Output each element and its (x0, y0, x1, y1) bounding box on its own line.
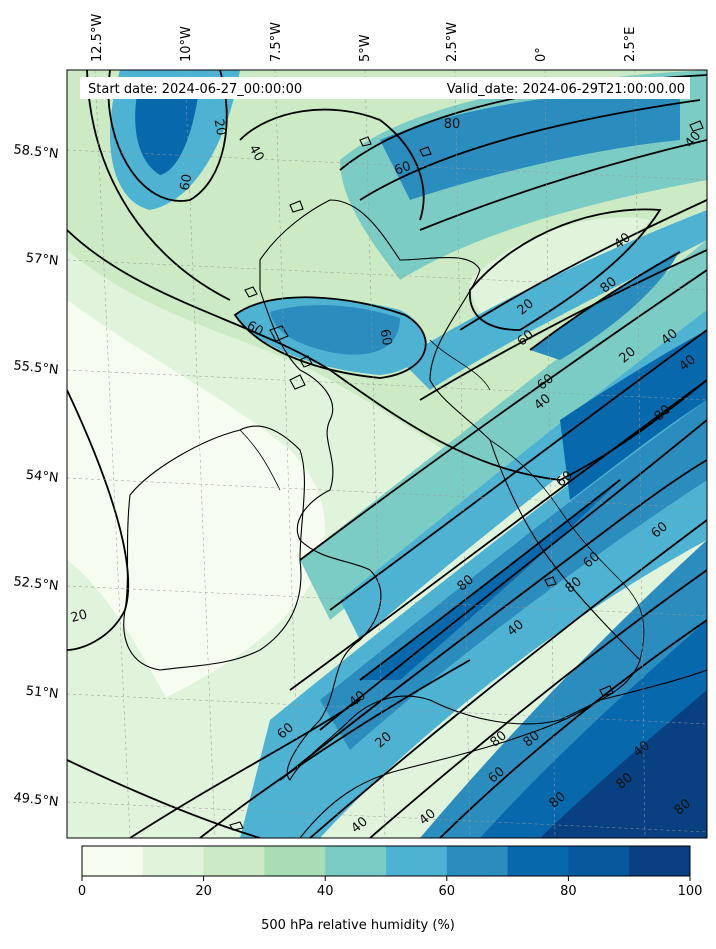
coastlines (123, 120, 707, 838)
lat-label: 57°N (25, 251, 59, 269)
colorbar-tick-label: 80 (560, 884, 577, 899)
header-box (80, 77, 690, 99)
colorbar-swatch (142, 846, 205, 876)
contour-label: 20 (69, 607, 89, 626)
contour-label: 60 (244, 318, 266, 339)
colorbar-tick-label: 20 (195, 884, 212, 899)
colorbar-swatch (264, 846, 326, 876)
lon-label: 12.5°W (90, 14, 105, 62)
lat-label: 52.5°N (13, 574, 59, 594)
colorbar-swatch (325, 846, 387, 876)
colorbar-title: 500 hPa relative humidity (%) (261, 918, 455, 933)
colorbar: 0 20 40 60 80 100 (78, 845, 703, 899)
lat-label: 49.5°N (13, 790, 59, 810)
colorbar-swatch (203, 846, 265, 876)
lat-label: 54°N (25, 468, 59, 486)
lon-label: 10°W (179, 26, 194, 62)
lon-label: 7.5°W (269, 22, 284, 62)
map-frame (66, 69, 708, 839)
colorbar-swatch (446, 846, 509, 876)
colorbar-swatch (629, 846, 691, 876)
colorbar-swatch (386, 846, 448, 876)
contour-label: 40 (245, 142, 266, 164)
lon-label: 2.5°E (623, 27, 638, 62)
contour-label: 80 (444, 117, 461, 132)
start-date: Start date: 2024-06-27_00:00:00 (88, 82, 302, 97)
lat-label: 55.5°N (13, 358, 59, 378)
colorbar-tick-label: 0 (78, 884, 86, 899)
contour-label: 60 (178, 173, 196, 192)
contour-label: 60 (377, 328, 395, 347)
colorbar-tick-label: 100 (678, 884, 703, 899)
colorbar-tick-label: 60 (439, 884, 456, 899)
contour-label: 60 (392, 159, 413, 179)
lon-label: 2.5°W (445, 22, 460, 62)
colorbar-swatch (82, 846, 144, 876)
latitude-labels: 58.5°N 57°N 55.5°N 54°N 52.5°N 51°N 49.5°N (13, 142, 59, 810)
colorbar-frame (81, 845, 691, 877)
colorbar-tick-label: 40 (317, 884, 334, 899)
colorbar-swatch (507, 846, 569, 876)
lon-label: 0° (534, 47, 549, 62)
lon-label: 5°W (358, 34, 373, 62)
humidity-field: 2040608060404080206020404080604060606080… (67, 70, 707, 838)
valid-date: Valid_date: 2024-06-29T21:00:00.00 (447, 82, 685, 97)
lat-label: 51°N (25, 684, 59, 702)
longitude-labels: 12.5°W 10°W 7.5°W 5°W 2.5°W 0° 2.5°E (90, 14, 638, 62)
contour-label: 20 (211, 118, 229, 137)
borders (239, 339, 645, 661)
colorbar-swatch (568, 846, 630, 876)
contour-lines (67, 70, 707, 838)
lat-label: 58.5°N (13, 142, 59, 162)
graticule (67, 70, 707, 838)
